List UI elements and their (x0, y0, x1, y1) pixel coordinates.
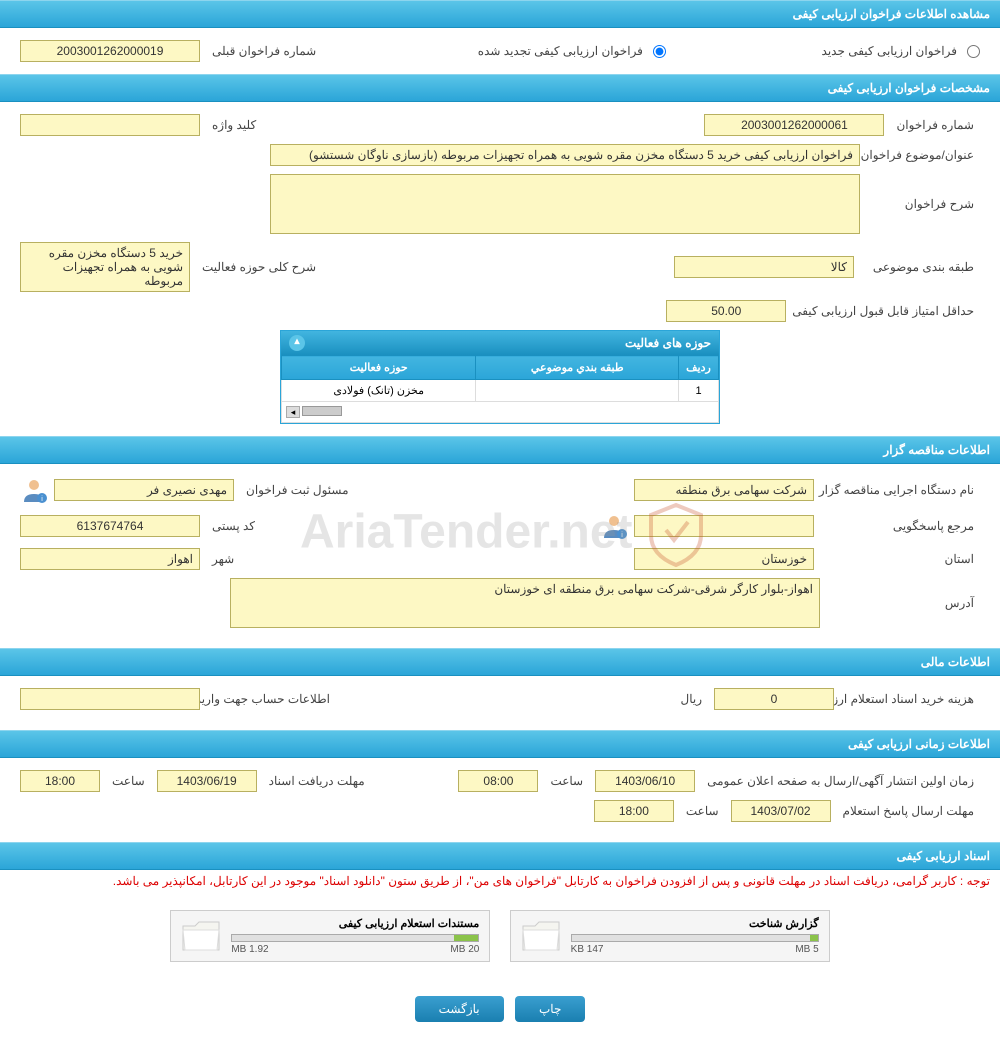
min-score-label: حداقل امتیاز قابل قبول ارزیابی کیفی (786, 304, 980, 318)
file1-used: 147 KB (571, 944, 604, 955)
address-field: اهواز-بلوار کارگر شرقی-شرکت سهامی برق من… (230, 578, 820, 628)
receive-time-field: 18:00 (20, 770, 100, 792)
rial-label: ریال (674, 692, 708, 706)
time-label-2: ساعت (106, 774, 151, 788)
back-button[interactable]: بازگشت (415, 996, 504, 1022)
file1-name: گزارش شناخت (571, 917, 819, 930)
cell-num: 1 (679, 380, 719, 402)
exec-field: شرکت سهامی برق منطقه (634, 479, 814, 501)
receive-label: مهلت دریافت اسناد (263, 774, 371, 788)
collapse-icon[interactable]: ▴ (289, 335, 305, 351)
postal-field: 6137674764 (20, 515, 200, 537)
activity-scope-field: خرید 5 دستگاه مخزن مقره شویی به همراه تج… (20, 242, 190, 292)
cell-cat (476, 380, 679, 402)
radio-new[interactable] (967, 45, 980, 58)
section-header-schedule: اطلاعات زمانی ارزیابی کیفی (0, 730, 1000, 758)
desc-field (270, 174, 860, 234)
province-field: خوزستان (634, 548, 814, 570)
publish-label: زمان اولین انتشار آگهی/ارسال به صفحه اعل… (701, 774, 980, 788)
cell-scope: مخزن (تانک) فولادی (282, 380, 476, 402)
response-time-field: 18:00 (594, 800, 674, 822)
reg-officer-label: مسئول ثبت فراخوان (240, 483, 355, 497)
title-field: فراخوان ارزیابی کیفی خرید 5 دستگاه مخزن … (270, 144, 860, 166)
time-label-1: ساعت (544, 774, 589, 788)
file-card-2[interactable]: مستندات استعلام ارزیابی کیفی 20 MB 1.92 … (170, 910, 490, 962)
publish-time-field: 08:00 (458, 770, 538, 792)
section-header-specs: مشخصات فراخوان ارزیابی کیفی (0, 74, 1000, 102)
th-category: طبقه بندي موضوعي (476, 356, 679, 380)
file1-total: 5 MB (795, 944, 818, 955)
notice-text: توجه : کاربر گرامی، دریافت اسناد در مهلت… (0, 870, 1000, 892)
file2-total: 20 MB (450, 944, 479, 955)
prev-number-field: 2003001262000019 (20, 40, 200, 62)
section-header-org: اطلاعات مناقصه گزار (0, 436, 1000, 464)
keyword-field (20, 114, 200, 136)
min-score-field: 50.00 (666, 300, 786, 322)
radio-renewed[interactable] (653, 45, 666, 58)
person-icon: i (20, 476, 48, 504)
keyword-label: کلید واژه (206, 118, 262, 132)
file-card-1[interactable]: گزارش شناخت 5 MB 147 KB (510, 910, 830, 962)
radio-renewed-label: فراخوان ارزیابی کیفی تجدید شده (472, 44, 649, 58)
th-scope: حوزه فعالیت (282, 356, 476, 380)
activity-scope-label: شرح کلی حوزه فعالیت (196, 260, 322, 274)
section-header-docs: اسناد ارزیابی کیفی (0, 842, 1000, 870)
category-field: کالا (674, 256, 854, 278)
publish-date-field: 1403/06/10 (595, 770, 695, 792)
activity-table-title: حوزه های فعالیت (625, 336, 711, 350)
folder-icon (521, 918, 561, 954)
number-label: شماره فراخوان (890, 118, 980, 132)
file2-bar (231, 934, 479, 942)
radio-new-label: فراخوان ارزیابی کیفی جدید (816, 44, 963, 58)
title-label: عنوان/موضوع فراخوان (860, 148, 980, 162)
activity-table-panel: حوزه های فعالیت ▴ ردیف طبقه بندي موضوعي … (280, 330, 720, 424)
person-icon: i (600, 512, 628, 540)
city-label: شهر (206, 552, 240, 566)
section-header-financial: اطلاعات مالی (0, 648, 1000, 676)
address-label: آدرس (820, 596, 980, 610)
province-label: استان (820, 552, 980, 566)
desc-label: شرح فراخوان (860, 197, 980, 211)
doc-cost-label: هزینه خرید اسناد استعلام ارزیابی کیفی (840, 692, 980, 706)
response-date-field: 1403/07/02 (731, 800, 831, 822)
responder-label: مرجع پاسخگویی (820, 519, 980, 533)
postal-label: کد پستی (206, 519, 261, 533)
print-button[interactable]: چاپ (515, 996, 585, 1022)
scrollbar-row[interactable]: ◂ (282, 402, 719, 423)
section-header-view-info: مشاهده اطلاعات فراخوان ارزیابی کیفی (0, 0, 1000, 28)
doc-cost-field: 0 (714, 688, 834, 710)
folder-icon (181, 918, 221, 954)
file2-name: مستندات استعلام ارزیابی کیفی (231, 917, 479, 930)
th-row: ردیف (679, 356, 719, 380)
exec-label: نام دستگاه اجرایی مناقصه گزار (820, 483, 980, 497)
file1-bar (571, 934, 819, 942)
response-label: مهلت ارسال پاسخ استعلام (837, 804, 980, 818)
account-label: اطلاعات حساب جهت واریز هزینه خرید اسناد (206, 692, 336, 706)
category-label: طبقه بندی موضوعی (860, 260, 980, 274)
reg-officer-field: مهدی نصیری فر (54, 479, 234, 501)
account-field (20, 688, 200, 710)
responder-field (634, 515, 814, 537)
number-field: 2003001262000061 (704, 114, 884, 136)
activity-table: ردیف طبقه بندي موضوعي حوزه فعالیت 1 مخزن… (281, 355, 719, 423)
city-field: اهواز (20, 548, 200, 570)
time-label-3: ساعت (680, 804, 725, 818)
file2-used: 1.92 MB (231, 944, 268, 955)
receive-date-field: 1403/06/19 (157, 770, 257, 792)
table-row: 1 مخزن (تانک) فولادی (282, 380, 719, 402)
prev-number-label: شماره فراخوان قبلی (206, 44, 322, 58)
